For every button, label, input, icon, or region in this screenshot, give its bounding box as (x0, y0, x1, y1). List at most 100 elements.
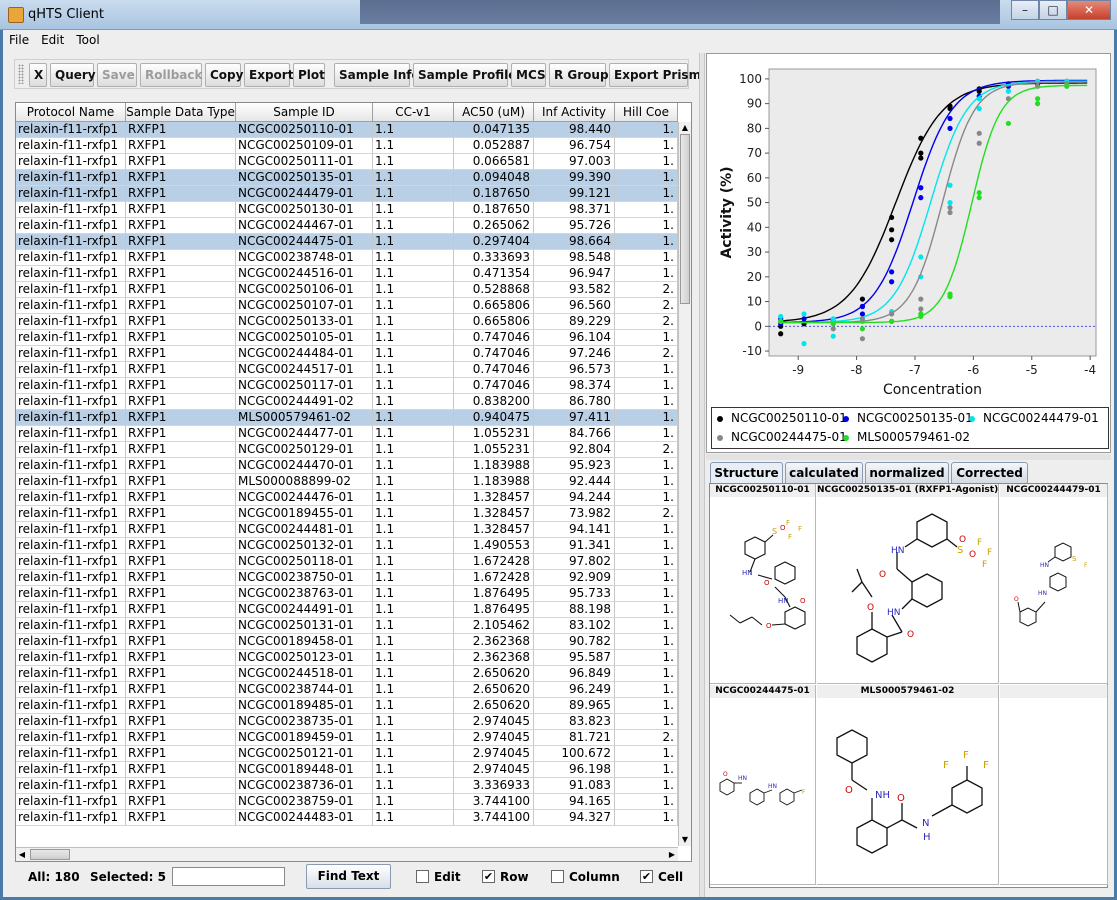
cell-hill-coef[interactable]: 1. (615, 682, 678, 698)
cell-hill-coef[interactable]: 1. (615, 250, 678, 266)
cell-inf-activity[interactable]: 97.003 (534, 154, 615, 170)
cell-sample-id[interactable]: NCGC00250110-01 (236, 122, 373, 138)
cell-cc-v1[interactable]: 1.1 (373, 394, 454, 410)
cell-ac50[interactable]: 2.105462 (454, 618, 534, 634)
cell-sample-id[interactable]: NCGC00238736-01 (236, 778, 373, 794)
cell-inf-activity[interactable]: 97.411 (534, 410, 615, 426)
cell-cc-v1[interactable]: 1.1 (373, 282, 454, 298)
cell-sample-id[interactable]: NCGC00238744-01 (236, 682, 373, 698)
cell-sample-id[interactable]: NCGC00250131-01 (236, 618, 373, 634)
cell-ac50[interactable]: 2.650620 (454, 698, 534, 714)
cell-inf-activity[interactable]: 96.573 (534, 362, 615, 378)
cell-protocol-name[interactable]: relaxin-f11-rxfp1 (16, 666, 126, 682)
cell-sample-data-type[interactable]: RXFP1 (126, 778, 236, 794)
table-row[interactable]: relaxin-f11-rxfp1 RXFP1 NCGC00250118-01 1.1… (16, 554, 678, 570)
edit-checkbox[interactable] (416, 870, 429, 883)
cell-ac50[interactable]: 1.183988 (454, 458, 534, 474)
cell-ac50[interactable]: 1.055231 (454, 442, 534, 458)
cell-protocol-name[interactable]: relaxin-f11-rxfp1 (16, 682, 126, 698)
cell-cc-v1[interactable]: 1.1 (373, 506, 454, 522)
cell-protocol-name[interactable]: relaxin-f11-rxfp1 (16, 298, 126, 314)
cell-sample-data-type[interactable]: RXFP1 (126, 458, 236, 474)
table-row[interactable]: relaxin-f11-rxfp1 RXFP1 NCGC00250129-01 1.1… (16, 442, 678, 458)
cell-sample-data-type[interactable]: RXFP1 (126, 410, 236, 426)
cell-ac50[interactable]: 0.047135 (454, 122, 534, 138)
cell-cc-v1[interactable]: 1.1 (373, 586, 454, 602)
cell-inf-activity[interactable]: 81.721 (534, 730, 615, 746)
cell-sample-id[interactable]: NCGC00244476-01 (236, 490, 373, 506)
cell-inf-activity[interactable]: 98.548 (534, 250, 615, 266)
cell-sample-id[interactable]: NCGC00244484-01 (236, 346, 373, 362)
table-row[interactable]: relaxin-f11-rxfp1 RXFP1 NCGC00189485-01 1.1… (16, 698, 678, 714)
cell-cc-v1[interactable]: 1.1 (373, 378, 454, 394)
menu-tool[interactable]: Tool (76, 33, 100, 47)
cell-sample-id[interactable]: NCGC00244517-01 (236, 362, 373, 378)
cell-sample-id[interactable]: NCGC00250133-01 (236, 314, 373, 330)
structure-cell[interactable]: MLS000579461-02 (817, 685, 999, 885)
cell-cc-v1[interactable]: 1.1 (373, 186, 454, 202)
cell-cc-v1[interactable]: 1.1 (373, 602, 454, 618)
cell-sample-data-type[interactable]: RXFP1 (126, 186, 236, 202)
cell-cc-v1[interactable]: 1.1 (373, 794, 454, 810)
cell-sample-id[interactable]: NCGC00238759-01 (236, 794, 373, 810)
cell-cc-v1[interactable]: 1.1 (373, 714, 454, 730)
cell-protocol-name[interactable]: relaxin-f11-rxfp1 (16, 362, 126, 378)
cell-hill-coef[interactable]: 1. (615, 202, 678, 218)
table-row[interactable]: relaxin-f11-rxfp1 RXFP1 NCGC00238759-01 1.1… (16, 794, 678, 810)
cell-ac50[interactable]: 1.328457 (454, 490, 534, 506)
scroll-down-icon[interactable]: ▼ (681, 835, 689, 844)
col-cc-v1[interactable]: CC-v1 (373, 103, 454, 122)
cell-protocol-name[interactable]: relaxin-f11-rxfp1 (16, 602, 126, 618)
cell-protocol-name[interactable]: relaxin-f11-rxfp1 (16, 394, 126, 410)
plot-button[interactable]: Plot (293, 63, 325, 87)
cell-hill-coef[interactable]: 2. (615, 730, 678, 746)
cell-hill-coef[interactable]: 2. (615, 346, 678, 362)
cell-protocol-name[interactable]: relaxin-f11-rxfp1 (16, 746, 126, 762)
hscroll-thumb[interactable] (30, 849, 70, 860)
cell-sample-data-type[interactable]: RXFP1 (126, 346, 236, 362)
cell-sample-data-type[interactable]: RXFP1 (126, 138, 236, 154)
cell-hill-coef[interactable]: 1. (615, 810, 678, 826)
cell-inf-activity[interactable]: 94.327 (534, 810, 615, 826)
table-row[interactable]: relaxin-f11-rxfp1 RXFP1 NCGC00250135-01 1.1… (16, 170, 678, 186)
table-row[interactable]: relaxin-f11-rxfp1 RXFP1 MLS000579461-02 1.1… (16, 410, 678, 426)
cell-ac50[interactable]: 1.328457 (454, 522, 534, 538)
cell-ac50[interactable]: 2.974045 (454, 714, 534, 730)
cell-hill-coef[interactable]: 1. (615, 650, 678, 666)
cell-protocol-name[interactable]: relaxin-f11-rxfp1 (16, 378, 126, 394)
cell-sample-id[interactable]: NCGC00238748-01 (236, 250, 373, 266)
cell-protocol-name[interactable]: relaxin-f11-rxfp1 (16, 330, 126, 346)
cell-sample-id[interactable]: NCGC00244516-01 (236, 266, 373, 282)
cell-inf-activity[interactable]: 99.121 (534, 186, 615, 202)
cell-protocol-name[interactable]: relaxin-f11-rxfp1 (16, 138, 126, 154)
cell-hill-coef[interactable]: 1. (615, 634, 678, 650)
cell-sample-id[interactable]: NCGC00250135-01 (236, 170, 373, 186)
cell-cc-v1[interactable]: 1.1 (373, 746, 454, 762)
col-inf-activity[interactable]: Inf Activity (534, 103, 615, 122)
cell-protocol-name[interactable]: relaxin-f11-rxfp1 (16, 554, 126, 570)
cell-sample-id[interactable]: NCGC00189455-01 (236, 506, 373, 522)
cell-inf-activity[interactable]: 96.849 (534, 666, 615, 682)
cell-protocol-name[interactable]: relaxin-f11-rxfp1 (16, 266, 126, 282)
r-group-button[interactable]: R Group (549, 63, 609, 87)
col-protocol-name[interactable]: Protocol Name (16, 103, 126, 122)
cell-cc-v1[interactable]: 1.1 (373, 330, 454, 346)
maximize-button[interactable]: □ (1039, 0, 1067, 20)
cell-protocol-name[interactable]: relaxin-f11-rxfp1 (16, 586, 126, 602)
cell-protocol-name[interactable]: relaxin-f11-rxfp1 (16, 506, 126, 522)
cell-hill-coef[interactable]: 1. (615, 394, 678, 410)
cell-inf-activity[interactable]: 96.754 (534, 138, 615, 154)
cell-hill-coef[interactable]: 1. (615, 490, 678, 506)
table-row[interactable]: relaxin-f11-rxfp1 RXFP1 NCGC00244470-01 1.1… (16, 458, 678, 474)
table-row[interactable]: relaxin-f11-rxfp1 RXFP1 NCGC00250106-01 1.1… (16, 282, 678, 298)
table-row[interactable]: relaxin-f11-rxfp1 RXFP1 NCGC00250132-01 1.1… (16, 538, 678, 554)
cell-sample-id[interactable]: NCGC00250105-01 (236, 330, 373, 346)
cell-inf-activity[interactable]: 96.560 (534, 298, 615, 314)
cell-cc-v1[interactable]: 1.1 (373, 250, 454, 266)
cell-sample-id[interactable]: NCGC00250129-01 (236, 442, 373, 458)
cell-cc-v1[interactable]: 1.1 (373, 410, 454, 426)
cell-protocol-name[interactable]: relaxin-f11-rxfp1 (16, 618, 126, 634)
split-pane-divider[interactable] (699, 53, 705, 897)
cell-ac50[interactable]: 1.490553 (454, 538, 534, 554)
tab-structure[interactable]: Structure (710, 462, 783, 484)
